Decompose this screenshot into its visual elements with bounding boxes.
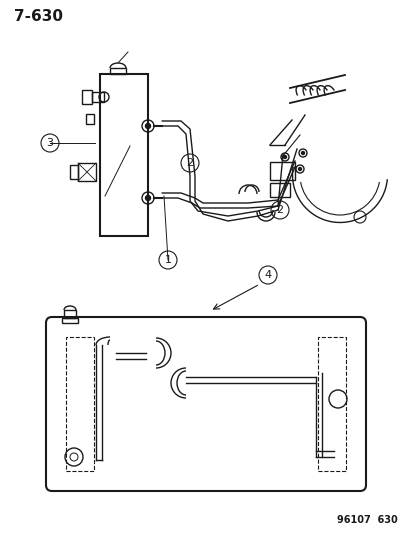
Bar (66, 337, 94, 471)
Text: 2: 2 (186, 158, 193, 168)
Text: 7-630: 7-630 (14, 9, 63, 24)
Bar (64, 310, 76, 318)
Circle shape (298, 167, 301, 171)
Bar (62, 318, 78, 323)
Bar (82, 90, 92, 104)
Bar (317, 337, 345, 471)
Text: 96107  630: 96107 630 (337, 515, 397, 525)
Circle shape (283, 156, 286, 158)
Bar (110, 68, 126, 74)
Circle shape (145, 124, 150, 128)
Circle shape (301, 151, 304, 155)
Bar (78, 163, 96, 181)
Circle shape (145, 196, 150, 200)
Bar (269, 162, 294, 180)
Text: 2: 2 (276, 205, 283, 215)
Bar (86, 114, 94, 124)
Bar (70, 165, 78, 179)
Text: 4: 4 (264, 270, 271, 280)
Bar (100, 74, 147, 236)
Bar (92, 92, 104, 102)
Text: 1: 1 (164, 255, 171, 265)
Text: 3: 3 (46, 138, 53, 148)
Bar (269, 183, 289, 197)
